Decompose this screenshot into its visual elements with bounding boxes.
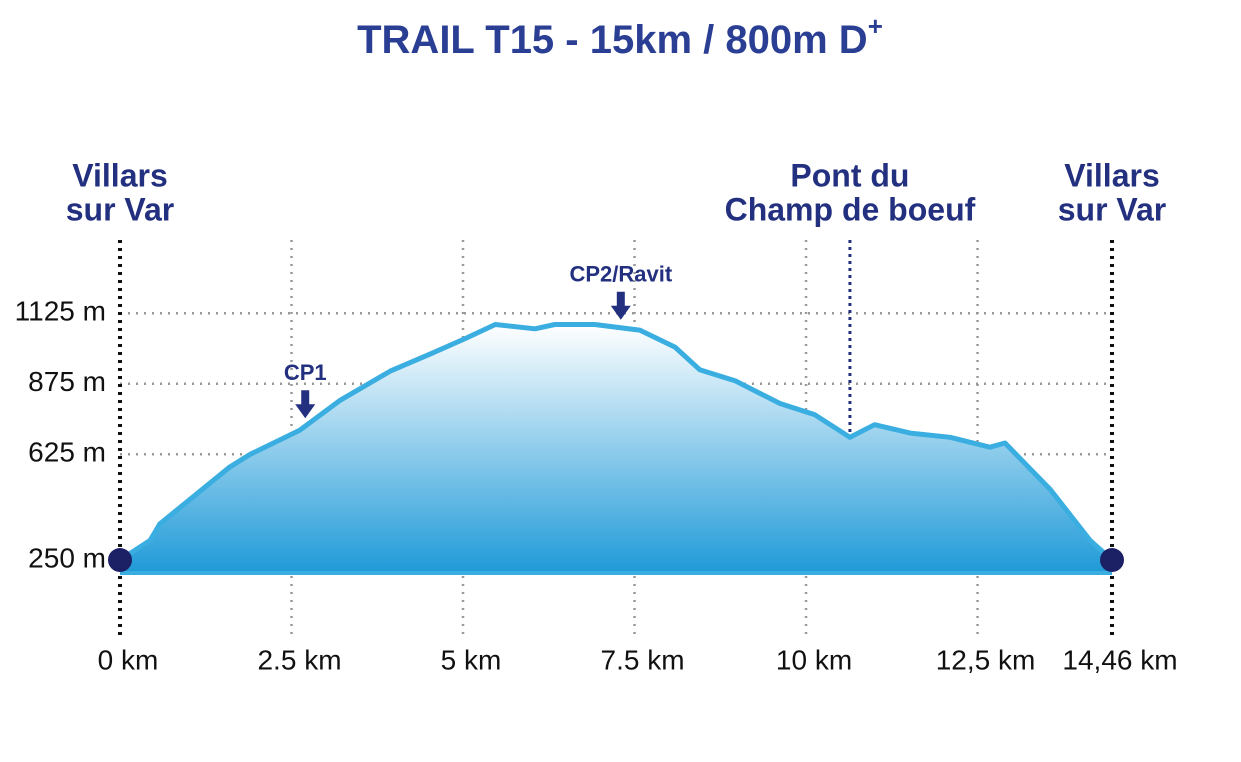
x-tick-label: 5 km xyxy=(441,644,502,675)
annotation-arrow xyxy=(295,390,316,419)
title-main: TRAIL T15 - 15km / 800m D xyxy=(357,18,868,62)
y-tick-label: 250 m xyxy=(28,542,106,573)
x-tick-label: 0 km xyxy=(98,644,159,675)
x-tick-label: 10 km xyxy=(776,644,852,675)
x-tick-label: 12,5 km xyxy=(936,644,1036,675)
title-superscript: + xyxy=(868,11,883,41)
location-label: Villars xyxy=(72,157,167,193)
location-label: sur Var xyxy=(1058,191,1167,227)
chart-title: TRAIL T15 - 15km / 800m D+ xyxy=(357,11,883,62)
endpoint xyxy=(108,548,132,573)
x-tick-label: 7.5 km xyxy=(601,644,685,675)
location-label: Villars xyxy=(1064,157,1159,193)
location-label: Champ de boeuf xyxy=(725,191,976,227)
y-tick-label: 875 m xyxy=(28,366,106,397)
location-label: sur Var xyxy=(66,191,175,227)
x-tick-label: 2.5 km xyxy=(257,644,341,675)
y-tick-label: 625 m xyxy=(28,437,106,468)
y-tick-label: 1125 m xyxy=(15,296,106,327)
area xyxy=(120,324,1112,573)
endpoint xyxy=(1100,548,1124,573)
profile-line xyxy=(118,322,1114,563)
location-label: Pont du xyxy=(790,157,909,193)
annotation-label: CP1 xyxy=(284,360,327,385)
annotation-label: CP2/Ravit xyxy=(569,262,672,287)
annotation-arrow xyxy=(610,291,631,320)
x-tick-label: 14,46 km xyxy=(1062,644,1177,675)
